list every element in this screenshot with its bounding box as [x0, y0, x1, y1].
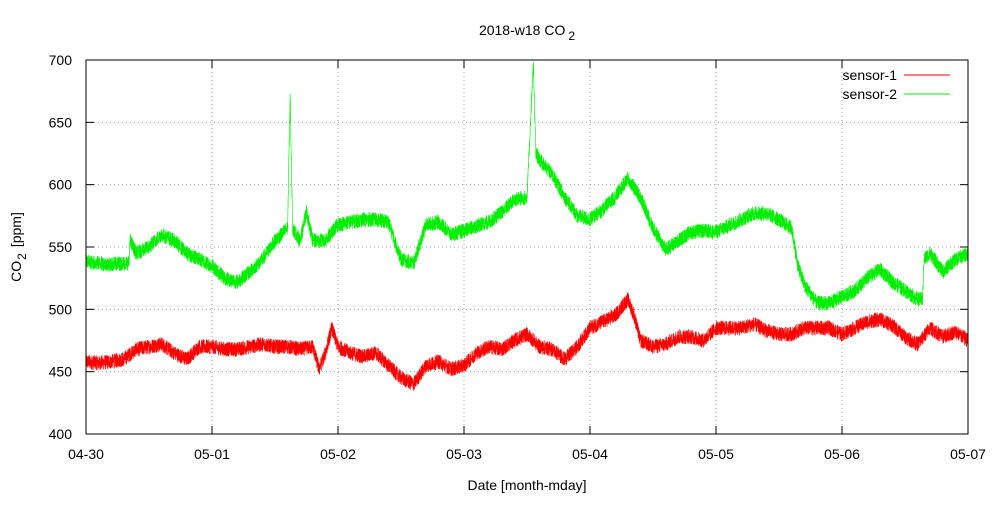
legend: sensor-1 sensor-2	[843, 67, 950, 102]
y-tick-label: 400	[49, 426, 73, 442]
axis-ticks: 400 450 500 550 600 650 700 04-30 05-01 05-02 05-0…	[49, 52, 986, 462]
x-tick-label: 05-07	[950, 446, 986, 462]
x-tick-label: 05-03	[446, 446, 482, 462]
y-tick-label: 450	[49, 364, 73, 380]
grid	[86, 60, 968, 434]
x-tick-label: 04-30	[68, 446, 104, 462]
y-axis-label: CO2[ppm]	[8, 212, 29, 282]
x-tick-label: 05-02	[320, 446, 356, 462]
x-axis-label: Date [month-mday]	[467, 477, 586, 493]
y-tick-label: 500	[49, 301, 73, 317]
x-tick-label: 05-06	[824, 446, 860, 462]
x-tick-label: 05-04	[572, 446, 608, 462]
y-tick-label: 650	[49, 114, 73, 130]
legend-label-sensor-2: sensor-2	[843, 86, 898, 102]
legend-label-sensor-1: sensor-1	[843, 67, 898, 83]
chart-title: 2018-w18 CO 2	[479, 22, 575, 43]
y-tick-label: 700	[49, 52, 73, 68]
series-line-sensor-2	[85, 62, 969, 311]
y-tick-label: 550	[49, 239, 73, 255]
series-line-sensor-1	[85, 292, 969, 392]
y-tick-label: 600	[49, 177, 73, 193]
series-lines	[85, 62, 969, 392]
x-tick-label: 05-05	[698, 446, 734, 462]
x-tick-label: 05-01	[194, 446, 230, 462]
